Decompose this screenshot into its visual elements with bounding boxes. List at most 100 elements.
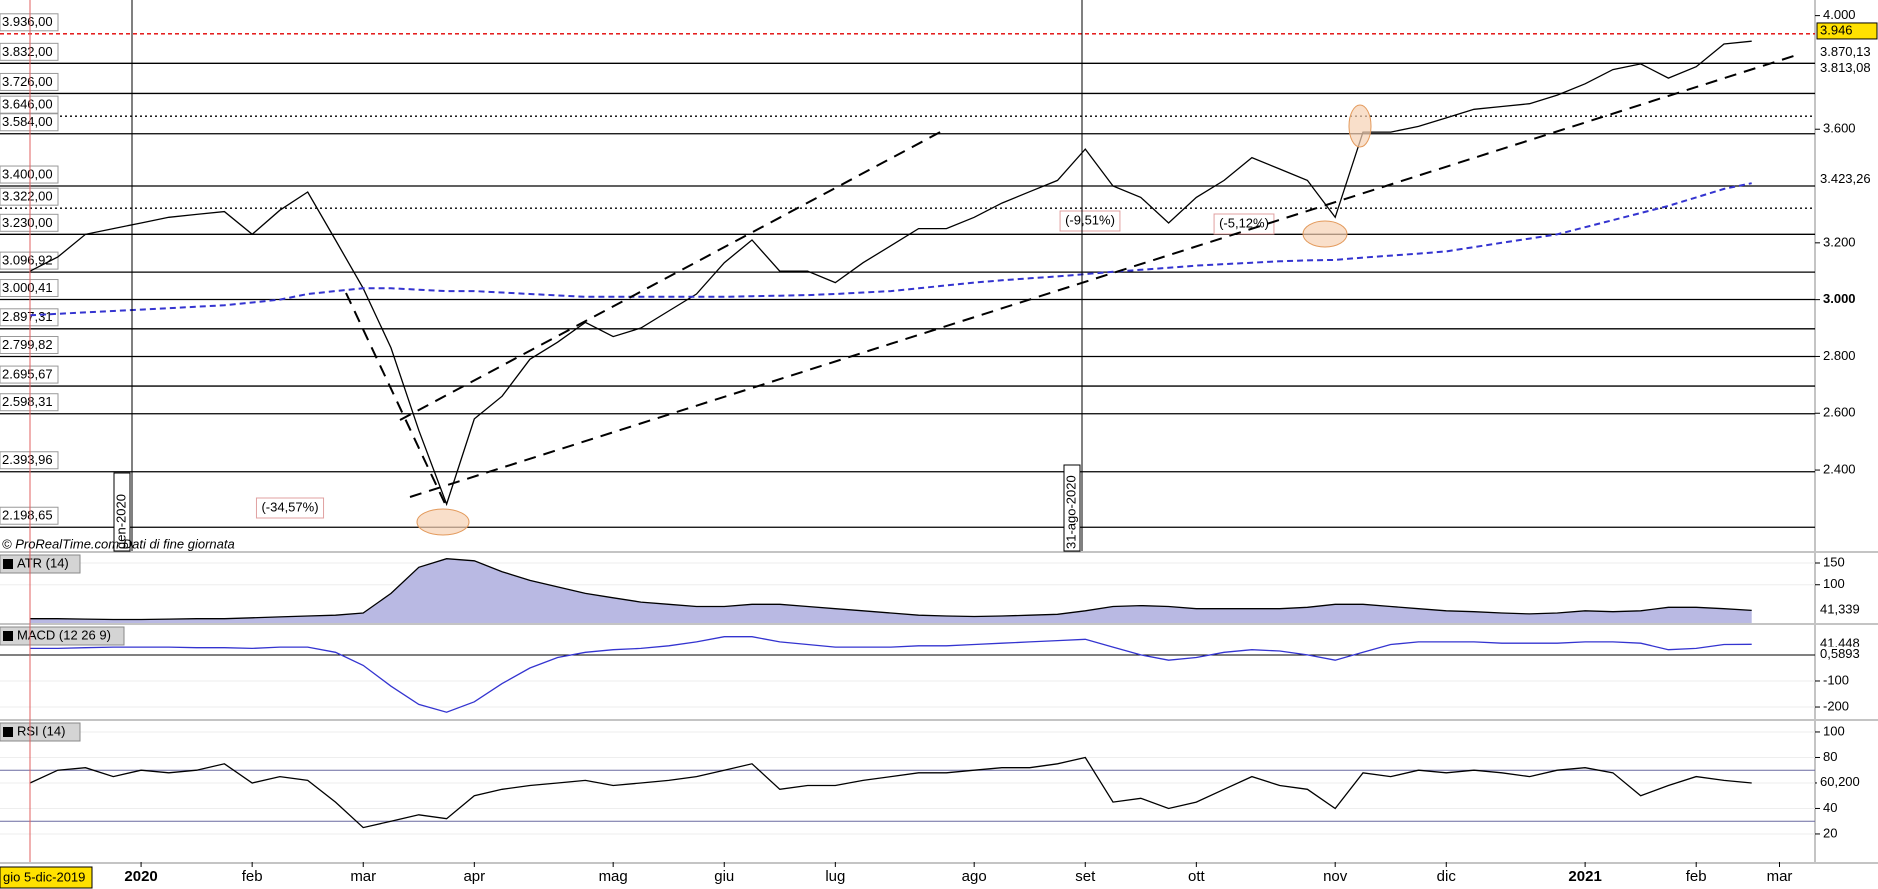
- x-tick-label: giu: [714, 868, 734, 885]
- level-label-box: [0, 308, 59, 327]
- level-label-box: [0, 187, 59, 206]
- y-tick-label: 40: [1823, 800, 1837, 815]
- price-label-box: [1817, 774, 1877, 791]
- panel-title-box: [0, 626, 125, 646]
- annotation: (-5,12%): [1219, 215, 1269, 230]
- price-label: 3.946: [1820, 22, 1853, 37]
- marker-label: gen-2020: [113, 494, 128, 549]
- line: [29, 182, 1752, 317]
- annotation-box: [255, 497, 325, 519]
- cursor-label: gio 5-dic-2019: [3, 869, 85, 884]
- level-label: 3.832,00: [2, 44, 53, 59]
- level-label: 3.000,41: [2, 280, 53, 295]
- line: [29, 40, 1752, 507]
- price-label-box: [1817, 646, 1877, 663]
- trendline: [409, 53, 1801, 498]
- x-tick-label: 2020: [124, 868, 157, 885]
- level-label: 2.897,31: [2, 309, 53, 324]
- x-tick-label: set: [1075, 868, 1096, 885]
- highlight: [1302, 220, 1348, 248]
- level-label: 2.598,31: [2, 394, 53, 409]
- level-label: 2.799,82: [2, 337, 53, 352]
- price-label: 3.870,13: [1820, 44, 1871, 59]
- level-label-box: [0, 165, 59, 184]
- y-tick-label: 2.600: [1823, 405, 1856, 420]
- price-label: 3.813,08: [1820, 60, 1871, 75]
- level-label: 3.322,00: [2, 189, 53, 204]
- panel-icon: [3, 559, 13, 569]
- panel-title: MACD (12 26 9): [17, 627, 111, 642]
- area: [30, 558, 1752, 623]
- level-label: 3.584,00: [2, 114, 53, 129]
- price-label: 60,200: [1820, 774, 1860, 789]
- x-tick-label: dic: [1437, 868, 1457, 885]
- x-tick-label: mar: [350, 868, 376, 885]
- level-label-box: [0, 506, 59, 525]
- panel-icon: [3, 631, 13, 641]
- level-label: 3.230,00: [2, 215, 53, 230]
- annotation: (-34,57%): [261, 499, 318, 514]
- y-tick-label: 2.400: [1823, 461, 1856, 476]
- level-label-box: [0, 95, 59, 114]
- price-label-box: [1817, 171, 1877, 188]
- level-label-box: [0, 13, 59, 32]
- panel-title: ATR (14): [17, 555, 69, 570]
- x-tick-label: nov: [1323, 868, 1348, 885]
- y-tick-label: 80: [1823, 749, 1837, 764]
- price-label: 3.423,26: [1820, 171, 1871, 186]
- level-label-box: [0, 213, 59, 232]
- x-tick-label: mar: [1767, 868, 1793, 885]
- x-tick-label: lug: [825, 868, 845, 885]
- level-label-box: [0, 42, 59, 61]
- level-label: 3.646,00: [2, 97, 53, 112]
- y-tick-label: -100: [1823, 672, 1849, 687]
- x-tick-label: apr: [463, 868, 485, 885]
- level-label-box: [0, 365, 59, 384]
- level-label: 3.936,00: [2, 14, 53, 29]
- annotation-box: [1213, 213, 1275, 235]
- drawings: [345, 53, 1801, 536]
- x-tick-label: ott: [1188, 868, 1206, 885]
- y-tick-label: -200: [1823, 698, 1849, 713]
- level-label: 3.726,00: [2, 74, 53, 89]
- price-label-box: [1817, 602, 1877, 619]
- highlight: [416, 508, 470, 536]
- source-note: © ProRealTime.com Dati di fine giornata: [2, 536, 235, 551]
- cursor-label-box: [0, 866, 93, 889]
- level-label: 3.400,00: [2, 166, 53, 181]
- level-label-box: [0, 113, 59, 132]
- y-tick-label: 4.000: [1823, 7, 1856, 22]
- highlight: [1348, 104, 1372, 148]
- level-label: 2.695,67: [2, 367, 53, 382]
- y-tick-label: 20: [1823, 825, 1837, 840]
- level-label-box: [0, 451, 59, 470]
- x-tick-label: 2021: [1568, 868, 1601, 885]
- panel-title-box: [0, 554, 81, 574]
- level-label: 2.198,65: [2, 508, 53, 523]
- marker-label: 31-ago-2020: [1063, 475, 1078, 549]
- panel-title: RSI (14): [17, 723, 65, 738]
- panel-icon: [3, 727, 13, 737]
- level-label-box: [0, 72, 59, 91]
- price-label: 41,339: [1820, 602, 1860, 617]
- price-label-box: [1817, 44, 1877, 61]
- price-label-box: [1816, 22, 1878, 40]
- panel-title-box: [0, 722, 81, 742]
- x-tick-label: feb: [1686, 868, 1707, 885]
- level-label: 3.096,92: [2, 253, 53, 268]
- y-tick-label: 3.200: [1823, 234, 1856, 249]
- level-label-box: [0, 393, 59, 412]
- level-label: 2.393,96: [2, 452, 53, 467]
- annotation: (-9,51%): [1065, 212, 1115, 227]
- level-label-box: [0, 335, 59, 354]
- price-label: 0,5893: [1820, 646, 1860, 661]
- x-tick-label: feb: [242, 868, 263, 885]
- marker-box: [1063, 464, 1081, 552]
- trendline: [399, 128, 947, 421]
- line: [30, 636, 1752, 713]
- line: [30, 558, 1752, 621]
- y-tick-label: 100: [1823, 576, 1845, 591]
- y-tick-label: 3.000: [1823, 291, 1856, 306]
